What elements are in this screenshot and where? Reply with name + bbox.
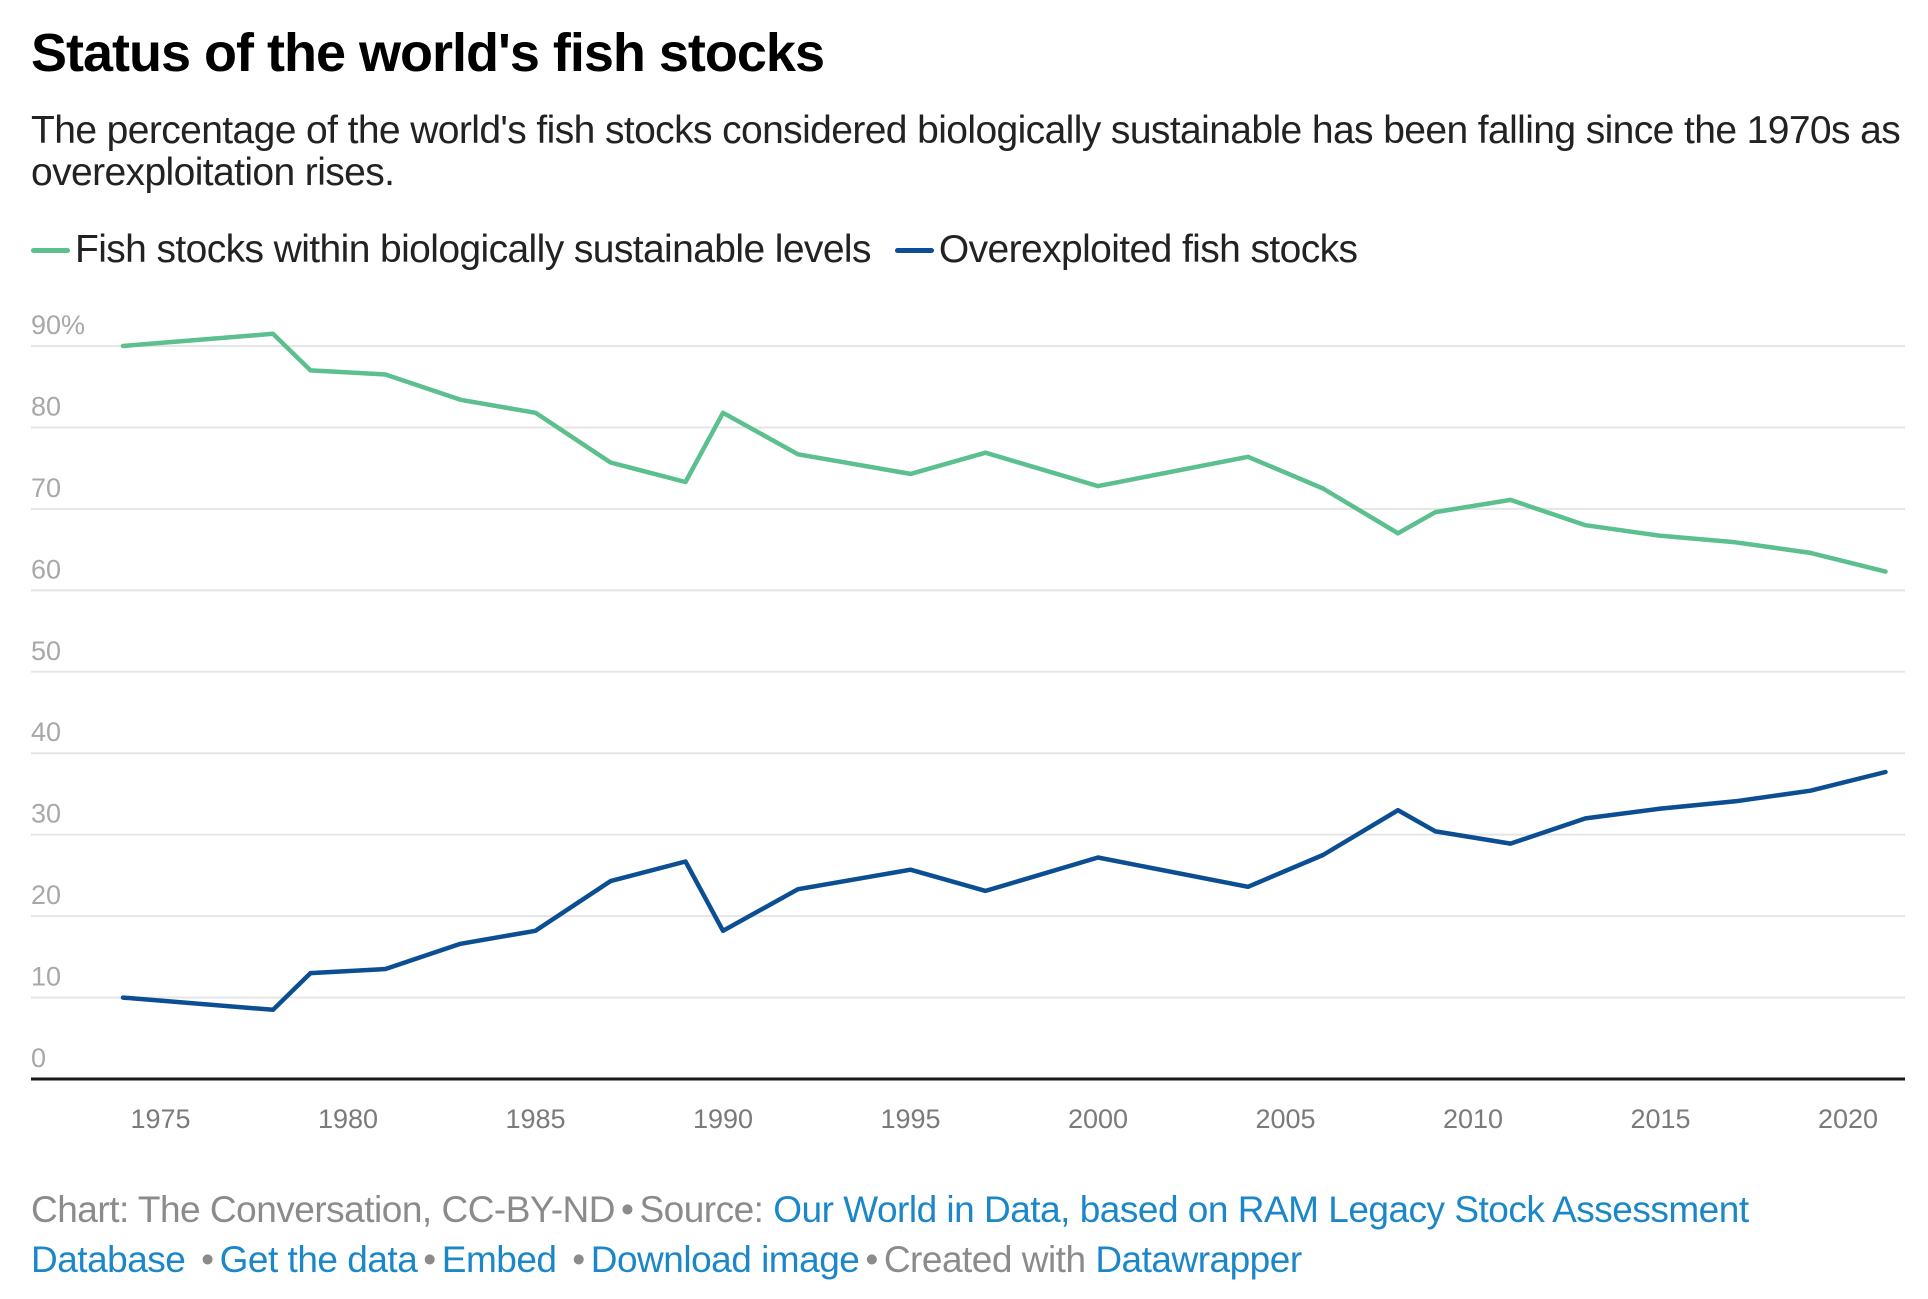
y-tick-label: 80 <box>31 391 61 421</box>
created-with-label: Created with <box>883 1239 1086 1280</box>
x-axis-ticks: 1975 1980 1985 1990 1995 2000 2005 2010 2015 2020 <box>130 1104 1878 1134</box>
x-tick-label: 1995 <box>880 1104 940 1134</box>
legend-swatch-overexploited <box>894 247 934 253</box>
y-tick-label: 70 <box>31 473 61 503</box>
legend-item-sustainable: Fish stocks within biologically sustaina… <box>31 228 871 272</box>
separator: • <box>572 1239 585 1280</box>
y-tick-label: 10 <box>31 962 61 992</box>
y-tick-label: 30 <box>31 799 61 829</box>
y-axis-ticks: 90% 80 70 60 50 40 30 20 10 0 <box>31 310 85 1073</box>
y-tick-label: 90% <box>31 310 85 340</box>
embed-link[interactable]: Embed <box>441 1239 557 1280</box>
separator: • <box>423 1239 436 1280</box>
legend-label-overexploited: Overexploited fish stocks <box>938 228 1358 271</box>
separator: • <box>865 1239 878 1280</box>
x-tick-label: 2000 <box>1068 1104 1128 1134</box>
x-tick-label: 2010 <box>1443 1104 1503 1134</box>
download-image-link[interactable]: Download image <box>590 1239 860 1280</box>
x-tick-label: 1975 <box>130 1104 190 1134</box>
x-tick-label: 1985 <box>505 1104 565 1134</box>
source-label: Source: <box>639 1189 764 1230</box>
footer: Chart: The Conversation, CC-BY-ND • Source… <box>31 1185 1911 1285</box>
series-line-overexploited <box>120 769 1888 1013</box>
series-lines <box>120 331 1888 1013</box>
get-data-link[interactable]: Get the data <box>219 1239 418 1280</box>
y-tick-label: 50 <box>31 636 61 666</box>
legend-label-sustainable: Fish stocks within biologically sustaina… <box>75 228 871 271</box>
gridlines <box>31 345 1905 999</box>
legend-swatch-sustainable <box>31 247 70 253</box>
separator: • <box>620 1189 634 1230</box>
series-line-sustainable <box>120 331 1888 574</box>
chart-subtitle: The percentage of the world's fish stock… <box>31 109 1901 194</box>
source-link[interactable]: Our World in Data, based on RAM Legacy S… <box>31 1189 1749 1280</box>
y-tick-label: 20 <box>31 880 61 910</box>
separator: • <box>201 1239 214 1280</box>
x-tick-label: 2015 <box>1630 1104 1690 1134</box>
y-tick-label: 40 <box>31 717 61 747</box>
x-tick-label: 2020 <box>1818 1104 1878 1134</box>
x-tick-label: 2005 <box>1255 1104 1315 1134</box>
x-tick-label: 1980 <box>318 1104 378 1134</box>
y-tick-label: 60 <box>31 554 61 584</box>
chart-title: Status of the world's fish stocks <box>31 23 825 83</box>
y-tick-label: 0 <box>31 1043 46 1073</box>
x-tick-label: 1990 <box>693 1104 753 1134</box>
legend-item-overexploited: Overexploited fish stocks <box>894 228 1358 272</box>
chart-credit: Chart: The Conversation, CC-BY-ND <box>31 1189 615 1230</box>
legend: Fish stocks within biologically sustaina… <box>31 228 1381 272</box>
datawrapper-link[interactable]: Datawrapper <box>1095 1239 1302 1280</box>
